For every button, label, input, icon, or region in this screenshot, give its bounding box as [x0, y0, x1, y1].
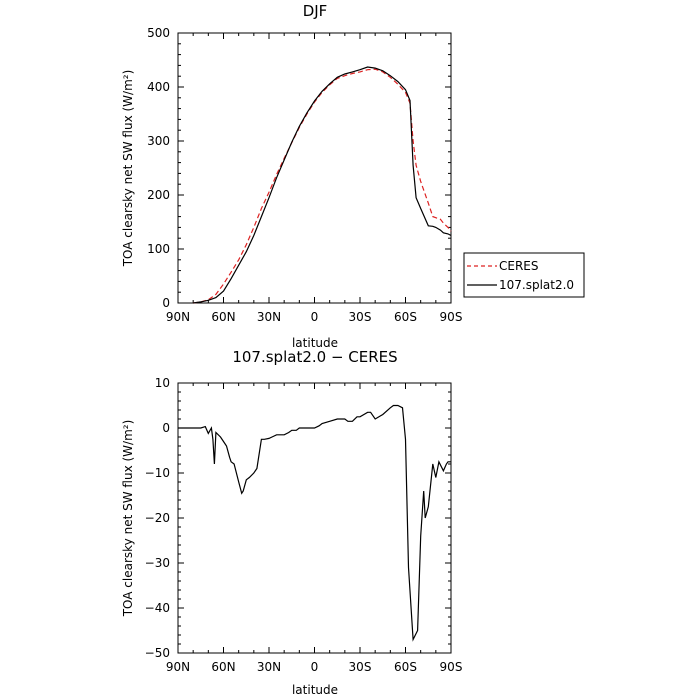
bottom-x-tick-label: 60N	[211, 660, 235, 674]
top-x-tick-label: 60N	[211, 310, 235, 324]
top-series-line-2	[193, 66, 452, 304]
top-chart-title: DJF	[303, 2, 328, 20]
bottom-x-tick-label: 90N	[166, 660, 190, 674]
bottom-y-tick-label: −50	[145, 646, 170, 660]
bottom-y-axis-label: TOA clearsky net SW flux (W/m²)	[121, 420, 135, 618]
bottom-y-tick-label: −30	[145, 556, 170, 570]
legend-box	[463, 252, 585, 298]
top-plot-frame	[177, 32, 452, 304]
bottom-y-tick-label: −10	[145, 466, 170, 480]
legend: CERES 107.splat2.0	[463, 252, 585, 298]
top-y-tick-label: 0	[162, 296, 170, 310]
bottom-x-tick-label: 0	[311, 660, 319, 674]
top-x-tick-label: 30N	[257, 310, 281, 324]
top-plot-area: 90N 60N 30N 0 30S 60S 90S 0 100 200 300 400 500	[147, 26, 462, 324]
top-y-tick-label: 100	[147, 242, 170, 256]
top-x-tick-label: 90S	[440, 310, 463, 324]
bottom-plot-frame	[177, 382, 452, 654]
bottom-y-axis-label-unit: (W/m²)	[121, 420, 135, 462]
top-series-line-1	[193, 68, 452, 304]
bottom-x-tick-label: 30N	[257, 660, 281, 674]
bottom-panel: 107.splat2.0 − CERES 90N 60N 30N 0 30S 60S 90S…	[121, 348, 462, 697]
top-y-tick-label: 500	[147, 26, 170, 40]
bottom-series-line-1	[178, 404, 451, 642]
bottom-y-tick-label: 10	[155, 376, 170, 390]
bottom-x-tick-label: 30S	[349, 660, 372, 674]
bottom-y-tick-label: 0	[162, 421, 170, 435]
top-panel: DJF 90N 60N 30N 0 30S 60S 90S0100200300400500 …	[121, 2, 462, 350]
legend-label-splat: 107.splat2.0	[499, 278, 574, 292]
legend-label-ceres: CERES	[499, 259, 539, 273]
top-x-tick-label: 30S	[349, 310, 372, 324]
top-y-axis-label-unit: (W/m²)	[121, 70, 135, 112]
bottom-y-tick-label: −40	[145, 601, 170, 615]
top-y-tick-label: 400	[147, 80, 170, 94]
top-y-axis-label: TOA clearsky net SW flux (W/m²)	[121, 70, 135, 268]
bottom-x-tick-label: 60S	[394, 660, 417, 674]
bottom-y-axis-label-text: TOA clearsky net SW flux	[121, 465, 135, 617]
bottom-x-axis-label: latitude	[292, 683, 338, 697]
bottom-y-tick-label: −20	[145, 511, 170, 525]
top-x-tick-label: 0	[311, 310, 319, 324]
top-y-axis-label-text: TOA clearsky net SW flux	[121, 115, 135, 267]
top-y-tick-label: 300	[147, 134, 170, 148]
top-x-tick-label: 60S	[394, 310, 417, 324]
top-x-tick-label: 90N	[166, 310, 190, 324]
bottom-chart-title: 107.splat2.0 − CERES	[232, 348, 397, 366]
bottom-plot-area: 90N 60N 30N 0 30S 60S 90S −50 −40 −30 −20 −10 0 10	[145, 376, 463, 674]
top-y-tick-label: 200	[147, 188, 170, 202]
bottom-x-tick-label: 90S	[440, 660, 463, 674]
top-x-axis-label: latitude	[292, 336, 338, 350]
